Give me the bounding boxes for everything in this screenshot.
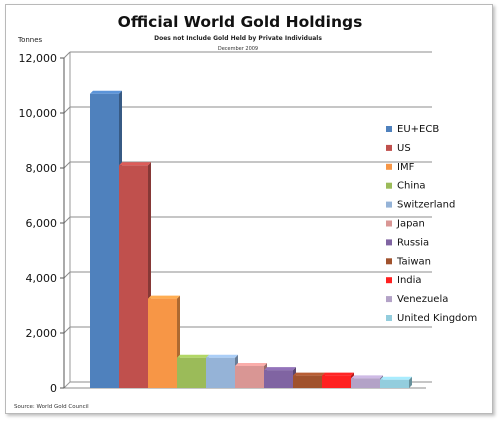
legend-label: Japan (396, 219, 425, 230)
chart-date: December 2009 (218, 46, 258, 52)
bar-front (293, 375, 322, 388)
legend-swatch (386, 182, 392, 189)
bar-front (351, 378, 380, 388)
floor-edge (63, 381, 71, 389)
chart-subtitle: Does not Include Gold Held by Private In… (154, 35, 322, 42)
bar-us (119, 162, 151, 388)
gridline-slant (63, 216, 71, 224)
legend-swatch (386, 163, 392, 170)
bar-front (90, 93, 119, 388)
bar-front (119, 165, 148, 388)
bar-top (90, 90, 122, 94)
bar-top (293, 372, 325, 376)
bars (90, 90, 412, 388)
gridline-slant (63, 51, 71, 59)
y-tick-label: 4,000 (26, 272, 58, 285)
bar-taiwan (293, 372, 325, 388)
gridline-slant (63, 161, 71, 169)
gridline-slant (63, 326, 71, 334)
axes: 0 2,000 4,000 6,000 8,000 10,000 12,000 (19, 52, 65, 395)
legend-label: United Kingdom (397, 313, 477, 324)
y-tick-label: 8,000 (26, 162, 58, 175)
legend-label: Russia (397, 237, 429, 248)
legend-swatch (386, 144, 392, 151)
bar-front (380, 379, 409, 388)
legend-swatch (386, 239, 392, 246)
legend-item: Russia (386, 237, 429, 248)
legend-item: US (386, 143, 411, 154)
source-note: Source: World Gold Council (14, 404, 89, 410)
bar-top (235, 363, 267, 366)
legend: EU+ECB US IMF China Switzerland Japan Russia Ta… (386, 124, 477, 324)
bar-switzerland (206, 354, 238, 388)
bar-russia (264, 367, 296, 388)
bar-front (148, 298, 177, 388)
legend-item: India (386, 275, 422, 286)
bar-top (264, 367, 296, 371)
legend-swatch (386, 201, 392, 208)
bar-united-kingdom (380, 376, 412, 388)
y-tick-label: 10,000 (19, 107, 58, 120)
bar-top (177, 354, 209, 358)
bar-eu-ecb (90, 90, 122, 388)
bar-front (322, 375, 351, 388)
legend-label: Taiwan (396, 256, 431, 267)
bar-front (206, 357, 235, 388)
legend-swatch (386, 315, 392, 321)
legend-label: China (397, 181, 426, 192)
y-tick-label: 0 (50, 382, 57, 395)
legend-swatch (386, 277, 392, 284)
legend-label: Switzerland (397, 200, 455, 211)
bar-front (264, 370, 293, 388)
bar-top (148, 295, 180, 299)
bar-front (177, 357, 206, 388)
bar-front (235, 366, 264, 388)
legend-label: IMF (397, 162, 415, 173)
bar-india (322, 372, 354, 388)
legend-swatch (386, 258, 392, 265)
legend-item: Taiwan (386, 256, 431, 267)
bar-top (380, 376, 412, 380)
gridline-slant (63, 106, 71, 114)
legend-label: Venezuela (397, 294, 448, 305)
bar-top (351, 375, 383, 379)
y-tick-label: 2,000 (26, 327, 58, 340)
legend-label: EU+ECB (397, 124, 439, 135)
legend-swatch (386, 296, 392, 303)
legend-swatch (386, 220, 392, 227)
legend-item: Japan (386, 219, 425, 230)
legend-label: US (397, 143, 411, 154)
bar-japan (235, 363, 267, 388)
gridline-slant (63, 271, 71, 279)
legend-item: United Kingdom (386, 313, 477, 324)
y-tick-label: 12,000 (19, 52, 58, 65)
bar-top (206, 354, 238, 358)
legend-label: India (397, 275, 422, 286)
legend-item: Venezuela (386, 294, 448, 305)
bar-china (177, 354, 209, 388)
y-axis-label: Tonnes (17, 36, 43, 44)
legend-item: China (386, 181, 426, 192)
legend-item: IMF (386, 162, 415, 173)
legend-item: EU+ECB (386, 124, 439, 135)
bar-side (409, 376, 412, 388)
chart-frame (5, 4, 493, 414)
bar-imf (148, 295, 180, 388)
bar-top (119, 162, 151, 166)
legend-item: Switzerland (386, 200, 455, 211)
bar-venezuela (351, 375, 383, 388)
y-tick-label: 6,000 (26, 217, 58, 230)
bar-top (322, 372, 354, 376)
legend-swatch (386, 126, 392, 132)
chart-title: Official World Gold Holdings (118, 13, 363, 31)
